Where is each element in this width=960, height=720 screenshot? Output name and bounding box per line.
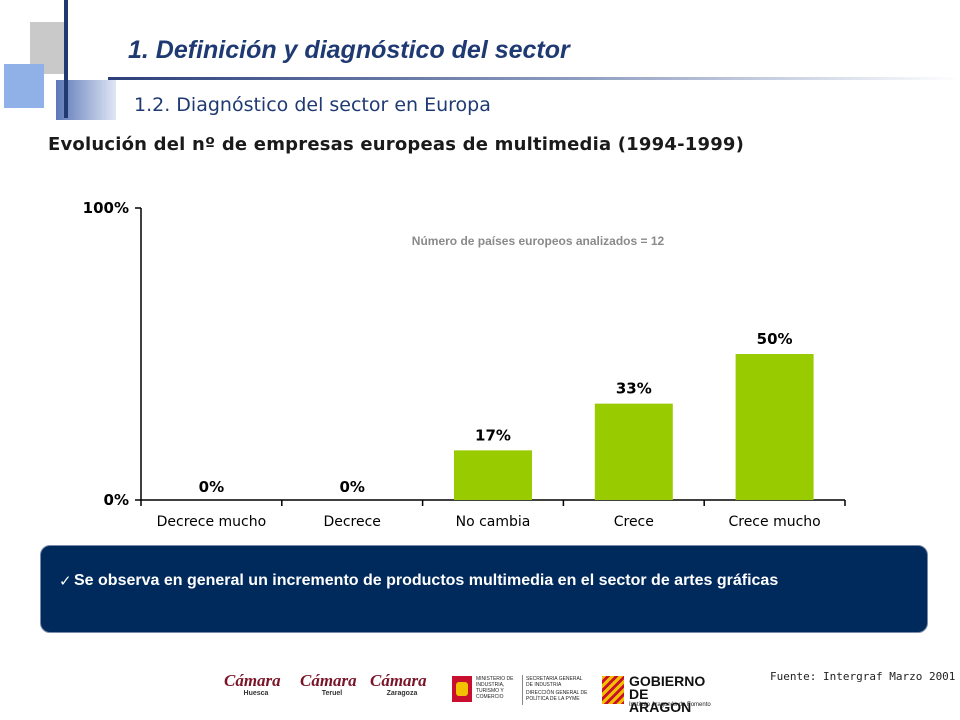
logo-camara-huesca: Cámara Huesca	[224, 671, 281, 698]
x-tick-label: Decrece mucho	[157, 514, 267, 530]
header-decoration	[0, 0, 130, 125]
logo-ministerio: MINISTERIO DE INDUSTRIA, TURISMO Y COMER…	[452, 672, 588, 712]
title-rule	[108, 77, 960, 80]
source-note: Fuente: Intergraf Marzo 2001	[770, 670, 956, 683]
x-tick-label: Decrece	[323, 514, 380, 530]
y-tick-label: 100%	[83, 199, 129, 217]
bar	[594, 403, 673, 500]
chart-title: Evolución del nº de empresas europeas de…	[48, 134, 745, 155]
x-tick-label: No cambia	[456, 514, 531, 530]
bar-chart: 100% 0% Número de países europeos analiza…	[83, 199, 846, 530]
data-label: 33%	[616, 380, 652, 398]
y-tick-label: 0%	[104, 491, 129, 509]
conclusion-text: Se observa en general un incremento de p…	[74, 572, 779, 589]
x-tick-label: Crece	[614, 514, 654, 530]
data-label: 0%	[339, 478, 364, 496]
logo-camara-zaragoza: Cámara Zaragoza	[370, 671, 427, 698]
logo-gobierno-aragon: GOBIERNO DE ARAGON Instituto Aragonés de…	[602, 672, 714, 714]
bar	[735, 354, 814, 500]
data-label: 50%	[757, 330, 793, 348]
data-label: 0%	[199, 478, 224, 496]
bar	[454, 450, 532, 500]
data-label: 17%	[475, 426, 511, 444]
page-title: 1. Definición y diagnóstico del sector	[128, 36, 570, 64]
checkmark-icon: ✓	[59, 572, 72, 590]
x-tick-label: Crece mucho	[728, 514, 820, 530]
logo-camara-teruel: Cámara Teruel	[300, 671, 357, 698]
conclusion-box: ✓ Se observa en general un incremento de…	[40, 545, 928, 633]
chart-annotation: Número de países europeos analizados = 1…	[412, 234, 665, 248]
page-subtitle: 1.2. Diagnóstico del sector en Europa	[134, 94, 491, 116]
